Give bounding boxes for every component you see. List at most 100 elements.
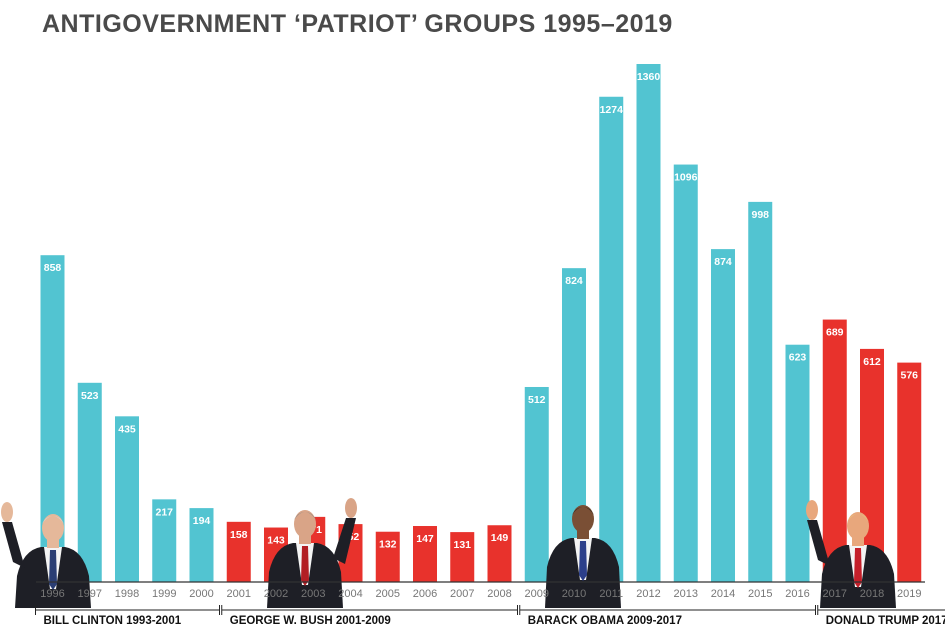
bar-value-label-2012: 1360 bbox=[637, 71, 661, 83]
era-bracket-3: DONALD TRUMP 2017- bbox=[817, 605, 945, 627]
x-tick-label-2005: 2005 bbox=[376, 588, 400, 600]
bar-value-label-2016: 623 bbox=[789, 352, 807, 364]
bar-value-label-2011: 1274 bbox=[600, 104, 624, 116]
bush-figure bbox=[267, 498, 357, 608]
x-tick-label-2007: 2007 bbox=[450, 588, 474, 600]
x-tick-label-2006: 2006 bbox=[413, 588, 437, 600]
clinton-figure bbox=[1, 502, 91, 608]
x-tick-label-2014: 2014 bbox=[711, 588, 735, 600]
head-icon bbox=[572, 505, 594, 533]
bar-value-label-2006: 147 bbox=[416, 533, 434, 545]
bar-value-label-2002: 143 bbox=[267, 535, 285, 547]
era-bracket-0: BILL CLINTON 1993-2001 bbox=[35, 605, 220, 627]
bar-2012 bbox=[636, 64, 661, 582]
era-label-1: GEORGE W. BUSH 2001-2009 bbox=[230, 615, 391, 627]
bar-value-label-2014: 874 bbox=[714, 256, 732, 268]
x-tick-label-2010: 2010 bbox=[562, 588, 586, 600]
x-tick-label-2001: 2001 bbox=[227, 588, 251, 600]
bar-value-label-2007: 131 bbox=[453, 539, 471, 551]
bar-1997 bbox=[77, 382, 102, 582]
x-tick-label-2015: 2015 bbox=[748, 588, 772, 600]
x-tick-label-2008: 2008 bbox=[487, 588, 511, 600]
hair-icon bbox=[572, 507, 594, 515]
bar-2013 bbox=[673, 164, 698, 582]
bar-value-label-1999: 217 bbox=[155, 506, 173, 518]
neck-icon bbox=[577, 529, 589, 539]
bar-value-label-2000: 194 bbox=[193, 515, 211, 527]
x-tick-label-2016: 2016 bbox=[785, 588, 809, 600]
x-tick-label-1998: 1998 bbox=[115, 588, 139, 600]
neck-icon bbox=[47, 538, 59, 548]
bar-2001 bbox=[226, 521, 251, 582]
era-label-2: BARACK OBAMA 2009-2017 bbox=[528, 615, 682, 627]
tie-icon bbox=[49, 550, 57, 590]
bar-2006 bbox=[413, 526, 437, 582]
bar-value-label-2018: 612 bbox=[863, 356, 881, 368]
waving-hand-icon bbox=[806, 500, 818, 520]
bar-value-label-1997: 523 bbox=[81, 390, 99, 402]
x-tick-label-2018: 2018 bbox=[860, 588, 884, 600]
bar-2011 bbox=[599, 96, 624, 582]
bar-2016 bbox=[785, 344, 810, 582]
bar-2017 bbox=[822, 319, 847, 582]
bar-2007 bbox=[450, 532, 475, 582]
x-tick-label-2012: 2012 bbox=[636, 588, 660, 600]
era-label-3: DONALD TRUMP 2017- bbox=[826, 615, 945, 627]
waving-arm-icon bbox=[2, 522, 25, 568]
x-tick-label-2017: 2017 bbox=[823, 588, 847, 600]
bar-labels-group: 8585234352171941581431711521321471311495… bbox=[44, 71, 918, 551]
era-bracket-2: BARACK OBAMA 2009-2017 bbox=[519, 605, 816, 627]
bar-value-label-2009: 512 bbox=[528, 394, 546, 406]
waving-arm-icon bbox=[807, 520, 830, 566]
hair-icon bbox=[847, 514, 869, 522]
bar-value-label-2015: 998 bbox=[751, 209, 769, 221]
bar-value-label-2001: 158 bbox=[230, 529, 248, 541]
bar-2000 bbox=[189, 508, 214, 582]
bar-2015 bbox=[748, 201, 773, 583]
x-tick-labels-group: 1996 1997 1998 1999 2000 2001 2002 2003 2004 2005… bbox=[40, 588, 921, 600]
bar-2009 bbox=[524, 386, 549, 582]
bars-group bbox=[40, 64, 922, 583]
x-tick-label-2009: 2009 bbox=[525, 588, 549, 600]
chart-title: ANTIGOVERNMENT ‘PATRIOT’ GROUPS 1995–201… bbox=[42, 10, 673, 38]
era-label-0: BILL CLINTON 1993-2001 bbox=[44, 615, 182, 627]
head-icon bbox=[42, 514, 64, 542]
x-tick-label-1999: 1999 bbox=[152, 588, 176, 600]
bar-value-label-1998: 435 bbox=[118, 423, 136, 435]
bar-value-label-2017: 689 bbox=[826, 327, 844, 339]
bar-value-label-1996: 858 bbox=[44, 262, 62, 274]
bar-value-label-2019: 576 bbox=[900, 370, 918, 382]
tie-icon bbox=[579, 541, 587, 581]
head-icon bbox=[847, 512, 869, 540]
obama-figure bbox=[545, 505, 621, 608]
waving-hand-icon bbox=[345, 498, 357, 518]
bar-value-label-2008: 149 bbox=[491, 532, 509, 544]
waving-hand-icon bbox=[1, 502, 13, 522]
bar-value-label-2010: 824 bbox=[565, 275, 583, 287]
x-tick-label-2000: 2000 bbox=[189, 588, 213, 600]
x-tick-label-2003: 2003 bbox=[301, 588, 325, 600]
bar-2008 bbox=[487, 525, 512, 582]
bar-2005 bbox=[375, 531, 400, 582]
tie-icon bbox=[854, 548, 862, 588]
neck-icon bbox=[299, 534, 311, 544]
bar-1998 bbox=[115, 416, 139, 582]
head-icon bbox=[294, 510, 316, 538]
x-tick-label-1996: 1996 bbox=[40, 588, 64, 600]
president-figures-group bbox=[1, 498, 896, 608]
bar-2019 bbox=[897, 362, 922, 582]
x-tick-label-2002: 2002 bbox=[264, 588, 288, 600]
x-tick-label-1997: 1997 bbox=[78, 588, 102, 600]
x-tick-label-2011: 2011 bbox=[599, 588, 623, 600]
era-brackets-group: BILL CLINTON 1993-2001 GEORGE W. BUSH 200… bbox=[35, 605, 945, 627]
era-bracket-1: GEORGE W. BUSH 2001-2009 bbox=[221, 605, 518, 627]
tie-icon bbox=[301, 546, 309, 586]
bar-2014 bbox=[711, 249, 735, 582]
x-tick-label-2019: 2019 bbox=[897, 588, 921, 600]
bar-1999 bbox=[152, 499, 177, 582]
hair-icon bbox=[42, 516, 64, 524]
x-tick-label-2004: 2004 bbox=[338, 588, 362, 600]
bar-value-label-2005: 132 bbox=[379, 539, 397, 551]
trump-figure bbox=[806, 500, 896, 608]
